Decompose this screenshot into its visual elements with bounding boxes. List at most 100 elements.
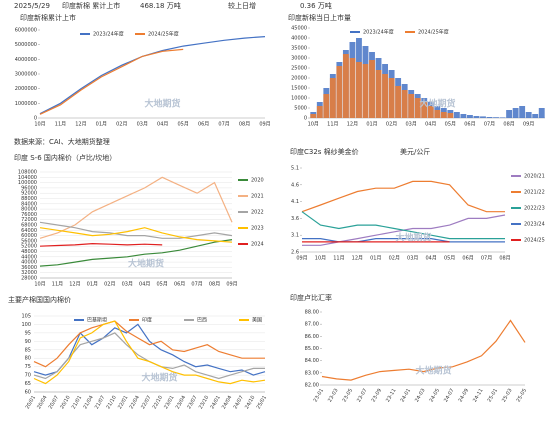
y-tick-label: 68000 <box>21 223 37 229</box>
header-date: 2025/5/29 <box>14 2 50 10</box>
y-tick-label: 4.1 <box>291 199 299 205</box>
x-tick-label: 05月 <box>445 122 456 128</box>
series-line <box>39 239 233 267</box>
x-tick-label: 07月 <box>484 122 495 128</box>
x-tick-label: 24/07 <box>233 395 245 410</box>
y-tick-label: 30000 <box>291 56 307 62</box>
legend-label: 巴西 <box>197 318 207 324</box>
x-tick-label: 06月 <box>464 122 475 128</box>
x-tick-label: 24-05 <box>429 388 441 404</box>
y-tick-label: 65 <box>25 381 31 387</box>
x-tick-label: 01月 <box>366 122 377 128</box>
x-tick-label: 11月 <box>55 122 66 128</box>
legend-label: 2020 <box>251 178 264 184</box>
legend-label: 2024/25年度 <box>418 29 449 36</box>
y-tick-label: 87.00 <box>305 322 319 328</box>
x-tick-label: 25/01 <box>256 395 268 410</box>
y-tick-label: 44000 <box>21 254 37 260</box>
legend-label: 2023 <box>251 226 264 232</box>
legend-label: 2022 <box>251 210 264 216</box>
x-tick-label: 24-11 <box>472 388 484 404</box>
y-tick-label: 15000 <box>291 86 307 92</box>
bar <box>382 74 389 118</box>
x-tick-label: 04月 <box>157 122 168 128</box>
bar <box>310 114 317 118</box>
x-tick-label: 03月 <box>137 122 148 128</box>
bar <box>525 112 532 118</box>
bar <box>473 116 480 118</box>
x-tick-label: 01月 <box>96 122 107 128</box>
x-tick-label: 08月 <box>503 122 514 128</box>
x-tick-label: 23-07 <box>356 388 368 404</box>
bar <box>342 54 349 118</box>
legend-label: 2024/25 <box>524 238 545 244</box>
y-tick-label: 88.00 <box>305 310 319 316</box>
y-tick-label: 100000 <box>18 180 37 186</box>
y-tick-label: 4.6 <box>291 182 299 188</box>
y-tick-label: 76000 <box>21 212 37 218</box>
y-tick-label: 84000 <box>21 201 37 207</box>
x-tick-label: 12月 <box>352 256 363 262</box>
x-tick-label: 09月 <box>523 122 534 128</box>
y-tick-label: 80000 <box>21 207 37 213</box>
series-line <box>33 320 265 368</box>
x-tick-label: 03月 <box>405 122 416 128</box>
x-tick-label: 23-09 <box>371 388 383 404</box>
series-line <box>39 242 163 247</box>
chart-title: 印度卢比汇率 <box>290 293 332 302</box>
bar <box>316 106 323 118</box>
y-tick-label: 0 <box>34 116 37 122</box>
series-line <box>33 320 266 385</box>
x-tick-label: 20/07 <box>48 395 60 410</box>
y-tick-label: 52000 <box>21 244 37 250</box>
series-line <box>321 319 526 381</box>
legend-label: 2024 <box>251 242 264 248</box>
x-tick-label: 10月 <box>34 122 45 128</box>
header-value: 468.18 万吨 <box>140 1 181 10</box>
legend-label: 2023/24年度 <box>93 31 124 38</box>
x-tick-label: 23/07 <box>186 395 198 410</box>
x-tick-label: 24/04 <box>221 395 233 410</box>
y-tick-label: 3000000 <box>15 72 37 78</box>
x-tick-label: 24-01 <box>400 388 412 404</box>
y-tick-label: 96000 <box>21 185 37 191</box>
y-tick-label: 83.00 <box>305 370 319 376</box>
x-tick-label: 10月 <box>315 256 326 262</box>
legend-label: 2023/24 <box>524 222 545 228</box>
bar <box>375 70 382 118</box>
watermark: 大地期货 <box>141 372 177 384</box>
x-tick-label: 22/04 <box>129 395 141 410</box>
y-tick-label: 75 <box>25 364 31 370</box>
bar <box>486 117 493 118</box>
x-tick-label: 24/01 <box>209 395 221 410</box>
x-tick-label: 01月 <box>370 256 381 262</box>
y-tick-label: 35000 <box>291 46 307 52</box>
y-tick-label: 28000 <box>21 276 37 282</box>
x-tick-label: 22/10 <box>152 395 164 410</box>
x-tick-label: 25-01 <box>487 388 499 404</box>
bar <box>447 113 454 118</box>
bar <box>460 114 467 118</box>
header-change-label: 较上日增 <box>228 1 256 10</box>
y-tick-label: 70 <box>25 373 31 379</box>
x-tick-label: 03月 <box>122 282 133 288</box>
x-tick-label: 07月 <box>191 282 202 288</box>
bar <box>388 78 395 118</box>
y-tick-label: 3.1 <box>291 233 299 239</box>
bar <box>329 78 336 118</box>
y-tick-label: 100 <box>21 322 31 328</box>
y-tick-label: 56000 <box>21 238 37 244</box>
x-tick-label: 04月 <box>425 256 436 262</box>
y-tick-label: 72000 <box>21 217 37 223</box>
x-tick-label: 20/04 <box>36 395 48 410</box>
x-tick-label: 08月 <box>209 282 220 288</box>
y-tick-label: 5000 <box>294 106 307 112</box>
bar <box>336 66 343 118</box>
x-tick-label: 20/01 <box>25 395 37 410</box>
series-line <box>301 180 505 213</box>
y-tick-label: 48000 <box>21 249 37 255</box>
watermark: 大地期货 <box>128 258 164 270</box>
x-tick-label: 23-01 <box>313 388 325 404</box>
bar <box>362 64 369 118</box>
